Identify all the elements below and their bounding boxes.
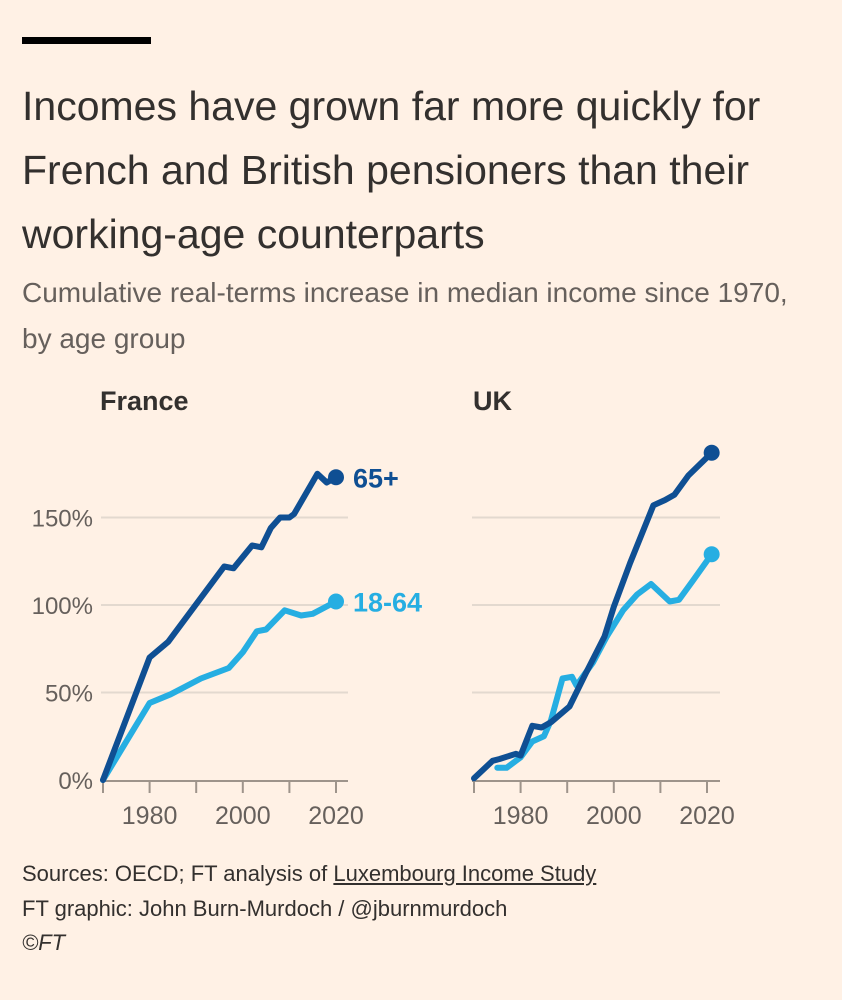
series-label-65plus: 65+ xyxy=(353,463,399,493)
x-tick-label: 2020 xyxy=(308,802,364,830)
x-tick-label: 1980 xyxy=(493,802,549,830)
sources-text: Sources: OECD; FT analysis of xyxy=(22,861,334,886)
series-end-marker xyxy=(328,593,344,610)
series-end-marker xyxy=(703,444,720,461)
panel-title-france: France xyxy=(100,386,189,416)
y-tick-label: 50% xyxy=(45,681,93,708)
x-tick-label: 2000 xyxy=(215,802,271,830)
x-tick-label: 2020 xyxy=(679,802,735,830)
x-tick-label: 1980 xyxy=(122,802,178,830)
y-tick-label: 100% xyxy=(32,593,93,620)
graphic-credit: FT graphic: John Burn-Murdoch / @jburnmu… xyxy=(22,896,508,921)
chart-subtitle: Cumulative real-terms increase in median… xyxy=(22,277,788,354)
chart-title: Incomes have grown far more quickly for … xyxy=(22,83,761,257)
series-end-marker xyxy=(328,469,344,486)
y-tick-label: 150% xyxy=(32,506,93,533)
panel-title-uk: UK xyxy=(473,386,512,416)
x-tick-label: 2000 xyxy=(586,802,642,830)
series-end-marker xyxy=(703,546,720,563)
series-line-18-64 xyxy=(100,598,339,783)
series-line-65plus xyxy=(100,470,339,783)
series-label-18-64: 18-64 xyxy=(353,588,422,618)
luxembourg-income-study-link[interactable]: Luxembourg Income Study xyxy=(333,861,597,886)
sources-line: Sources: OECD; FT analysis of Luxembourg… xyxy=(22,861,596,887)
y-tick-label: 0% xyxy=(58,768,93,795)
ft-top-rule xyxy=(22,37,151,44)
copyright: ©FT xyxy=(22,930,66,955)
series-line-65plus xyxy=(471,449,715,782)
